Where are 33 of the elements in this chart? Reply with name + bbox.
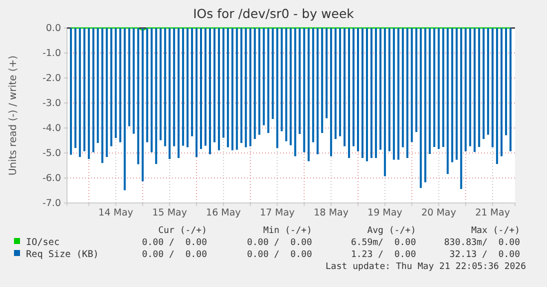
legend-label: IO/sec <box>26 237 60 248</box>
text: 830.83m/ 0.00 <box>444 238 520 248</box>
text: Max (-/+) <box>471 226 520 236</box>
text: 6.59m/ 0.00 <box>350 238 416 248</box>
text: 0.00 / 0.00 <box>246 250 312 260</box>
y-tick-label: -7.0 <box>42 198 61 210</box>
y-tick-label: 0.0 <box>46 23 61 34</box>
x-tick-label: 14 May <box>98 208 134 219</box>
y-tick-label: -6.0 <box>42 173 61 184</box>
x-tick-label: 16 May <box>206 208 242 219</box>
y-axis-title: Units read (-) / write (+) <box>8 55 19 176</box>
x-tick-label: 20 May <box>421 208 456 219</box>
y-tick-label: -2.0 <box>42 73 61 84</box>
x-tick-label: 15 May <box>152 208 188 219</box>
text: 32.13 / 0.00 <box>450 250 520 260</box>
y-tick-label: -4.0 <box>42 123 61 134</box>
text: Cur (-/+) <box>158 226 207 236</box>
chart-title: IOs for /dev/sr0 - by week <box>193 6 355 21</box>
x-tick-label: 19 May <box>368 208 403 219</box>
x-tick-label: 21 May <box>475 208 510 219</box>
y-tick-label: -3.0 <box>42 98 61 110</box>
text: 0.00 / 0.00 <box>246 238 312 248</box>
text: Last update: Thu May 21 22:05:36 2026 <box>326 262 526 272</box>
y-tick-label: -1.0 <box>42 48 61 60</box>
text: 0.00 / 0.00 <box>142 238 207 248</box>
x-tick-label: 17 May <box>260 208 296 219</box>
text: 1.23 / 0.00 <box>350 250 416 260</box>
y-tick-label: -5.0 <box>42 148 61 160</box>
legend-label: Req Size (KB) <box>26 249 99 260</box>
x-tick-label: 18 May <box>314 208 349 219</box>
text: Avg (-/+) <box>367 226 416 236</box>
text: Min (-/+) <box>263 226 312 236</box>
text: 0.00 / 0.00 <box>142 250 207 260</box>
